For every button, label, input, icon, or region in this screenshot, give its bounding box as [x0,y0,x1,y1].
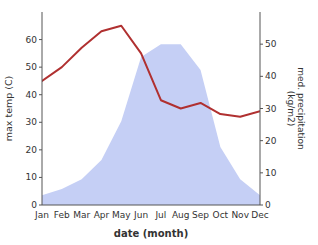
y-tick-label: 60 [26,35,38,45]
y2-tick-label: 10 [265,168,277,178]
y2-tick [260,108,263,109]
y2-axis-label: med. precipitation(kg/m2) [286,67,306,149]
page: {"chart_data": {"type": "line", "xlabel"… [0,0,318,245]
y2-tick [260,205,263,206]
y2-tick-label: 50 [265,39,277,49]
x-tick-label: Apr [94,210,110,220]
y2-tick [260,140,263,141]
y-tick [39,39,42,40]
x-tick-label: Jul [154,210,166,220]
plot-area [42,26,260,205]
y2-tick-label: 30 [265,104,277,114]
x-tick-label: Feb [54,210,70,220]
x-tick-label: Sep [192,210,209,220]
y-tick-label: 50 [26,62,38,72]
y-tick-label: 20 [26,145,38,155]
y2-tick-label: 0 [265,200,271,210]
x-tick-label: May [112,210,131,220]
x-tick-label: Nov [231,210,249,220]
y-tick-label: 30 [26,117,38,127]
y-tick [39,149,42,150]
y2-tick [260,76,263,77]
x-tick-label: Mar [73,210,90,220]
y-tick-label: 10 [26,172,38,182]
y-tick-label: 0 [31,200,37,210]
y2-axis-label-line: (kg/m2) [286,91,296,126]
x-tick-label: Aug [172,210,190,220]
y-tick [39,67,42,68]
y-tick [39,94,42,95]
y2-axis-label-line: med. precipitation [296,67,306,149]
x-axis-line [42,205,260,206]
y-tick-label: 40 [26,90,38,100]
temperature-line [42,26,260,117]
y-tick [39,205,42,206]
y-axis-label: max temp (C) [3,76,14,142]
y-axis-line [42,12,43,205]
y2-tick [260,172,263,173]
x-axis-label: date (month) [114,228,188,239]
chart-container: 010203040506001020304050JanFebMarAprMayJ… [0,0,318,245]
x-tick-label: Oct [213,210,229,220]
precipitation-area [42,44,260,205]
y2-tick-label: 20 [265,136,277,146]
y-tick [39,122,42,123]
y2-tick-label: 40 [265,71,277,81]
y2-tick [260,44,263,45]
x-tick-label: Jun [133,210,148,220]
x-tick-label: Dec [251,210,268,220]
chart-svg: 010203040506001020304050JanFebMarAprMayJ… [0,0,318,245]
x-tick-label: Jan [34,210,49,220]
y-tick [39,177,42,178]
